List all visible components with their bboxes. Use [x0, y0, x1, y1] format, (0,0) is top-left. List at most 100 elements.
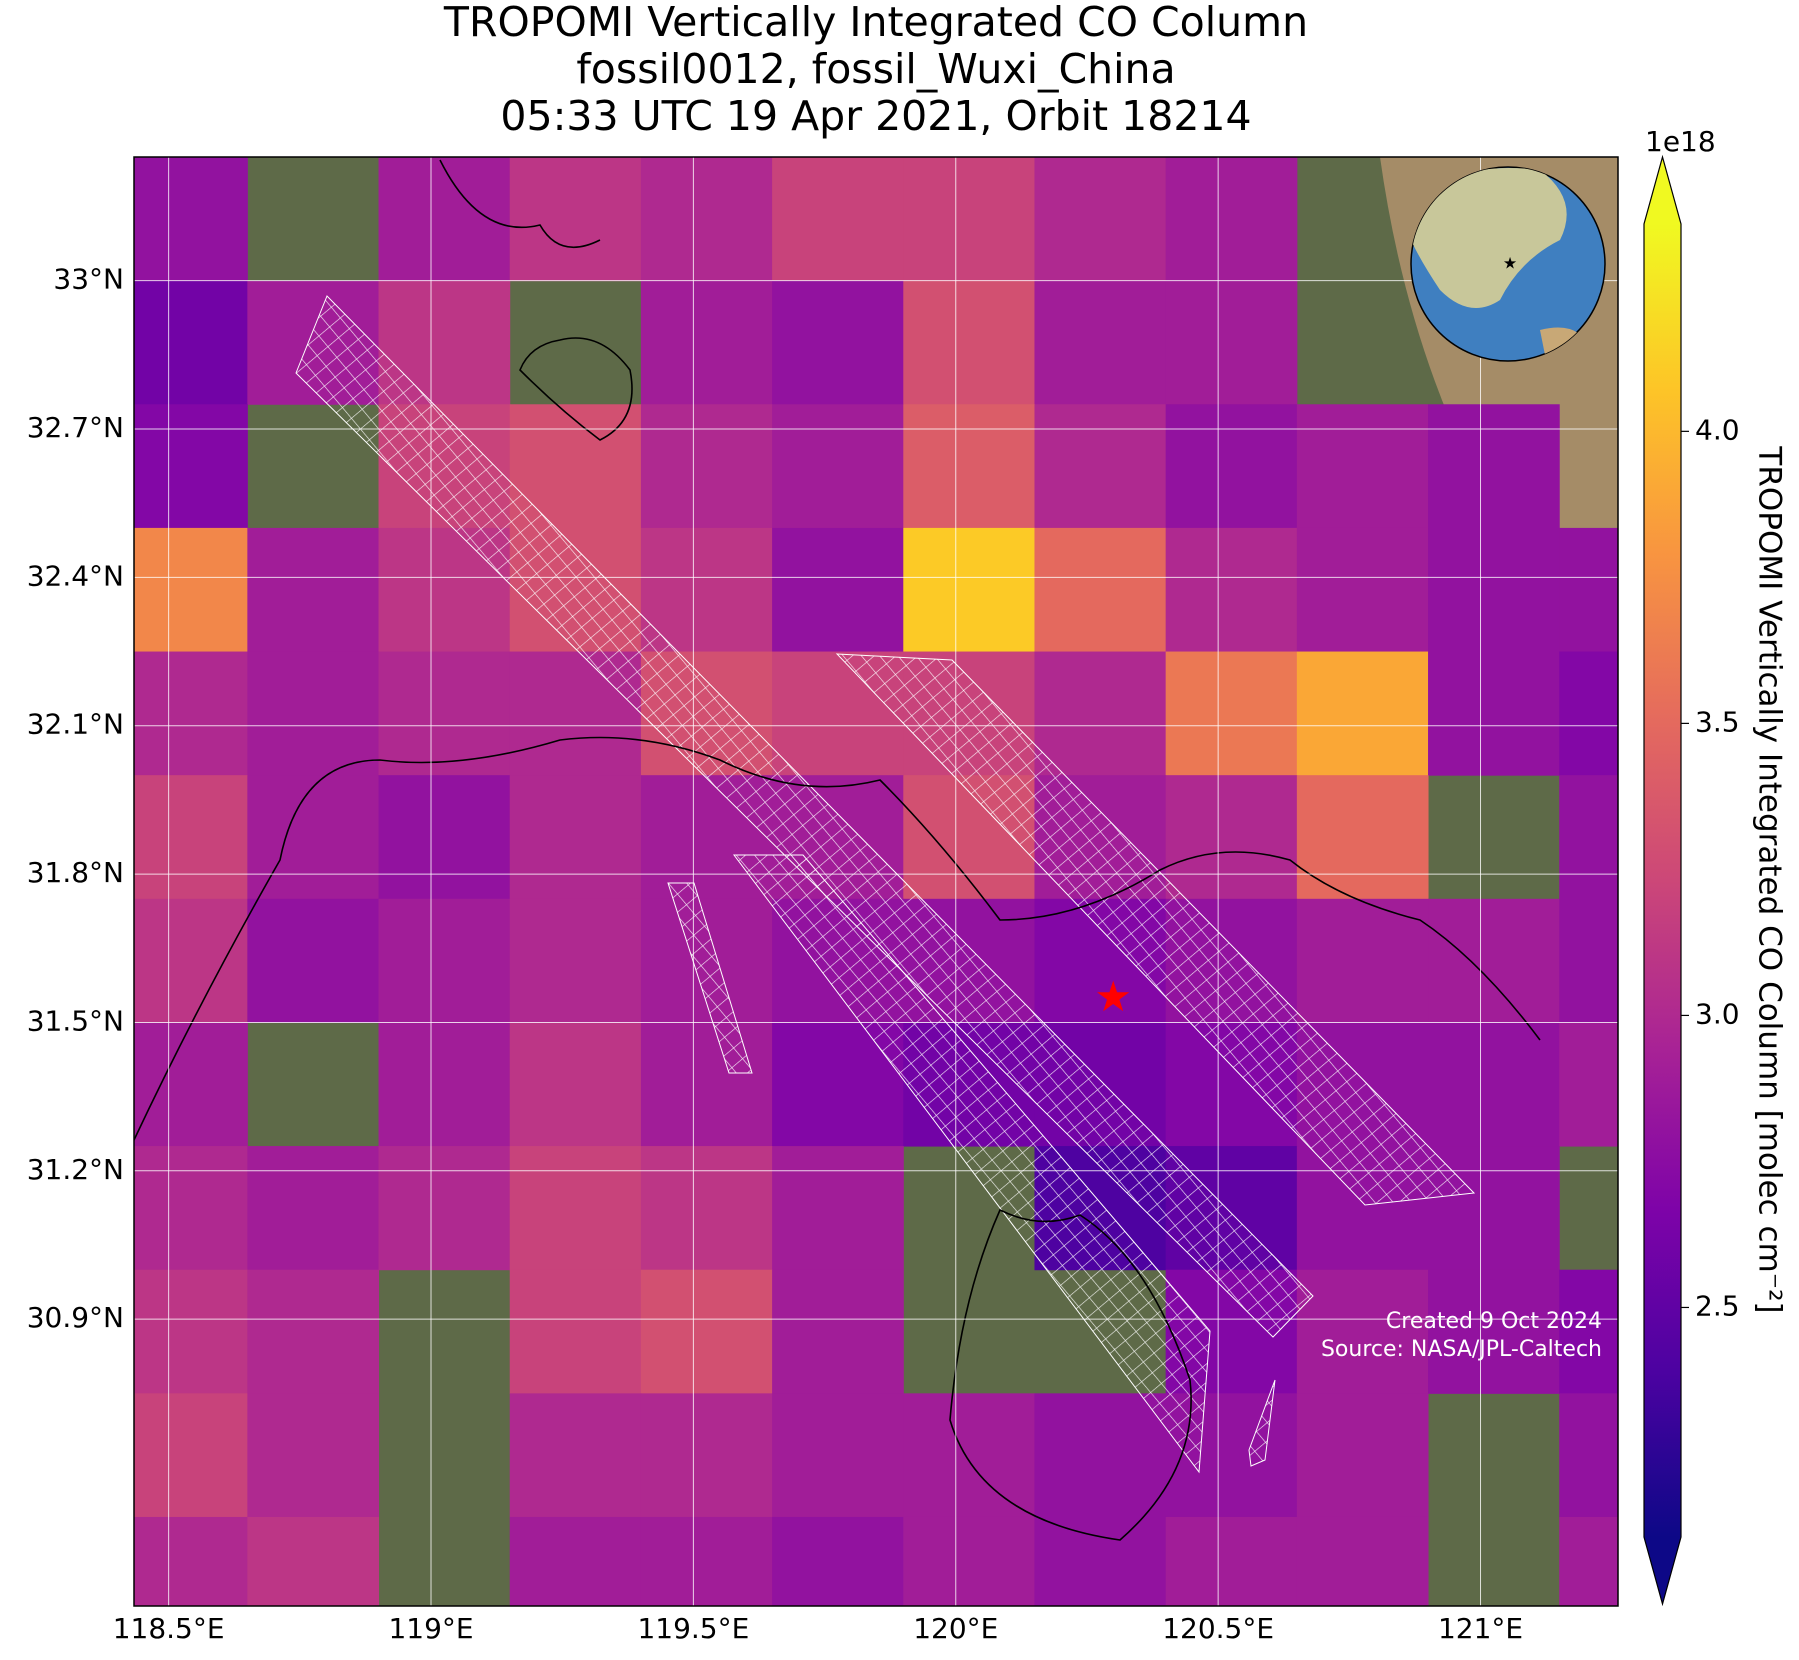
map-frame [133, 156, 1619, 1607]
sounding-footprints [295, 295, 1476, 1474]
co-cell [1559, 1393, 1618, 1518]
co-cell [772, 1146, 904, 1271]
co-cell [247, 1393, 380, 1518]
colorbar-outline [1643, 154, 1682, 1607]
colorbar-gradient [1644, 224, 1681, 1537]
co-cell [1034, 404, 1167, 529]
globe-site-star: ★ [1503, 254, 1517, 273]
co-cell [1034, 1516, 1167, 1606]
co-cell [134, 404, 248, 529]
co-cell [1428, 1146, 1560, 1271]
co-cell [134, 1393, 248, 1518]
co-cell [134, 280, 248, 405]
co-cell [1165, 651, 1298, 776]
co-cell [378, 1022, 511, 1147]
title-line: fossil0012, fossil_Wuxi_China [576, 45, 1175, 93]
co-cell [134, 898, 248, 1023]
co-cell [1034, 1393, 1167, 1518]
co-cell [772, 280, 904, 405]
co-cell [134, 1516, 248, 1606]
co-cell [378, 775, 511, 900]
source-note: Source: NASA/JPL-Caltech [1321, 1337, 1602, 1362]
co-cell [1559, 651, 1618, 776]
co-cell [247, 527, 380, 653]
x-tick-label: 119°E [388, 1612, 473, 1645]
y-tick-label: 31.5°N [27, 1004, 124, 1037]
co-cell [247, 1516, 380, 1606]
co-cell [1034, 651, 1167, 776]
colorbar-offset: 1e18 [1645, 125, 1716, 158]
co-cell [1165, 280, 1298, 405]
co-cell [640, 1269, 773, 1394]
co-cell [1428, 1269, 1560, 1394]
co-cell [134, 1269, 248, 1394]
co-cell [134, 1146, 248, 1271]
co-cell [378, 1146, 511, 1271]
co-cell [772, 1516, 904, 1606]
co-cell [509, 775, 642, 900]
co-cell [134, 527, 248, 653]
co-cell [1559, 1269, 1618, 1394]
site-star: ★ [1094, 972, 1132, 1021]
colorbar-extend-top [1644, 157, 1681, 224]
colorbar-tick-label: 4.0 [1695, 413, 1740, 446]
co-cell [247, 1146, 380, 1271]
co-cell [1165, 157, 1298, 282]
y-tick-label: 33°N [53, 263, 124, 296]
co-cell [378, 651, 511, 776]
co-cell [509, 898, 642, 1023]
co-cell [247, 1269, 380, 1394]
co-cell [1428, 527, 1560, 653]
co-cell [509, 157, 642, 282]
co-cell [903, 527, 1035, 653]
y-tick-label: 30.9°N [27, 1301, 124, 1334]
co-cell [772, 1269, 904, 1394]
co-cell [1165, 404, 1298, 529]
co-cell [903, 404, 1035, 529]
x-tick-label: 118.5°E [113, 1612, 225, 1645]
colorbar: 2.5 3.0 3.5 4.0 [1643, 154, 1740, 1607]
title-line: TROPOMI Vertically Integrated CO Column [443, 0, 1308, 46]
co-cell [509, 1146, 642, 1271]
footprint-swath [732, 854, 1211, 1474]
co-cell [903, 280, 1035, 405]
co-cell [134, 157, 248, 282]
inset-globe: ★ [1410, 166, 1606, 362]
colorbar-label: TROPOMI Vertically Integrated CO Column … [1752, 445, 1788, 1313]
co-cell [1428, 898, 1560, 1023]
co-cell [1559, 898, 1618, 1023]
co-cell [640, 280, 773, 405]
co-cell [1296, 1393, 1429, 1518]
co-cell [1296, 404, 1429, 529]
co-cell [1559, 527, 1618, 653]
co-cell [134, 775, 248, 900]
co-cell [640, 527, 773, 653]
co-cell [1296, 775, 1429, 900]
co-cell [772, 404, 904, 529]
co-cell [378, 898, 511, 1023]
co-cell [903, 1516, 1035, 1606]
co-cell [640, 1022, 773, 1147]
footprint-swath [835, 653, 1476, 1206]
co-cell [640, 404, 773, 529]
co-cell [1428, 404, 1560, 529]
y-tick-label: 32.1°N [27, 708, 124, 741]
co-cell [247, 898, 380, 1023]
title: TROPOMI Vertically Integrated CO Columnf… [443, 0, 1308, 140]
x-tick-label: 121°E [1438, 1612, 1523, 1645]
co-cell [1559, 1022, 1618, 1147]
created-note: Created 9 Oct 2024 [1386, 1309, 1602, 1334]
lake-outline [949, 1208, 1192, 1541]
co-cell [1296, 1269, 1429, 1394]
footprint-swath [1248, 1379, 1276, 1467]
co-cell [772, 527, 904, 653]
land [1411, 168, 1567, 308]
co-cell [1165, 775, 1298, 900]
colorbar-tick-label: 3.5 [1695, 705, 1740, 738]
co-cell [1034, 157, 1167, 282]
x-tick-label: 120.5°E [1162, 1612, 1274, 1645]
co-cell [1428, 651, 1560, 776]
title-line: 05:33 UTC 19 Apr 2021, Orbit 18214 [500, 92, 1251, 140]
colorbar-tick-label: 2.5 [1695, 1289, 1740, 1322]
